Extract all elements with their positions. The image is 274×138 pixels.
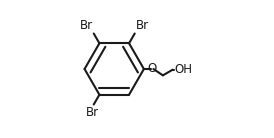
Text: OH: OH [175,63,193,76]
Text: Br: Br [86,106,99,119]
Text: Br: Br [136,19,149,32]
Text: Br: Br [80,19,93,32]
Text: O: O [147,63,156,75]
